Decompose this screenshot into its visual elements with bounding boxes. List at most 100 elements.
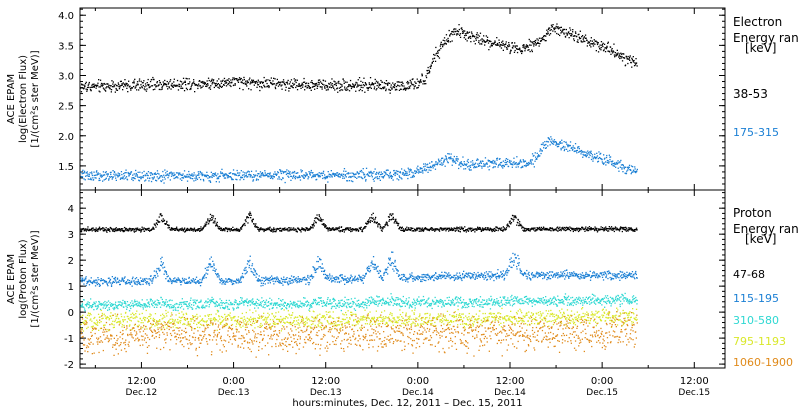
data-point xyxy=(359,227,361,230)
data-point xyxy=(601,228,603,231)
data-point xyxy=(347,172,349,174)
data-point xyxy=(401,85,403,87)
data-point xyxy=(87,178,89,180)
data-point xyxy=(335,276,337,278)
data-point xyxy=(381,277,384,279)
data-point xyxy=(153,78,155,81)
data-point xyxy=(408,169,410,171)
data-point xyxy=(595,157,597,160)
data-point xyxy=(484,165,486,167)
data-point xyxy=(286,81,288,83)
data-point xyxy=(411,272,413,274)
data-point xyxy=(89,280,92,282)
data-point xyxy=(409,168,411,170)
data-point xyxy=(211,216,213,219)
data-point xyxy=(85,230,87,232)
data-point xyxy=(196,178,199,180)
data-point xyxy=(395,170,397,172)
data-point xyxy=(260,172,263,175)
data-point xyxy=(338,173,341,175)
data-point xyxy=(635,62,638,64)
data-point xyxy=(552,30,554,32)
data-point xyxy=(419,171,421,173)
data-point xyxy=(326,175,328,177)
data-point xyxy=(361,171,363,173)
data-point xyxy=(380,227,382,229)
data-point xyxy=(495,229,497,231)
data-point xyxy=(352,172,354,175)
data-point xyxy=(119,283,121,286)
data-point xyxy=(630,169,632,171)
data-point xyxy=(262,82,264,84)
data-point xyxy=(531,227,533,229)
data-point xyxy=(320,267,322,269)
data-point xyxy=(450,229,452,231)
data-point xyxy=(279,280,281,282)
data-point xyxy=(539,228,541,230)
data-point xyxy=(493,162,495,165)
data-point xyxy=(95,87,97,89)
data-point xyxy=(284,281,287,283)
data-point xyxy=(369,172,371,174)
data-point xyxy=(203,82,205,84)
data-point xyxy=(136,228,138,230)
data-point xyxy=(538,155,540,157)
series-47-68 xyxy=(80,211,638,233)
data-point xyxy=(485,41,487,43)
data-point xyxy=(603,49,605,51)
data-point xyxy=(211,78,213,80)
data-point xyxy=(435,46,437,49)
data-point xyxy=(572,228,574,231)
data-point xyxy=(388,216,390,218)
data-point xyxy=(259,175,261,177)
data-point xyxy=(284,227,286,229)
data-point xyxy=(424,228,426,230)
data-point xyxy=(338,278,340,280)
data-point xyxy=(576,149,578,152)
data-point xyxy=(161,214,163,217)
data-point xyxy=(494,40,496,42)
data-point xyxy=(355,229,358,231)
data-point xyxy=(314,175,316,178)
data-point xyxy=(498,42,500,44)
data-point xyxy=(522,229,524,231)
data-point xyxy=(472,162,474,164)
data-point xyxy=(114,279,116,281)
data-point xyxy=(379,269,381,272)
data-point xyxy=(383,174,386,177)
data-point xyxy=(208,263,210,265)
data-point xyxy=(199,171,202,173)
data-point xyxy=(254,224,256,226)
data-point xyxy=(324,80,327,82)
data-point xyxy=(167,177,169,179)
data-point xyxy=(419,167,421,169)
data-point xyxy=(140,283,142,286)
data-point xyxy=(219,279,221,281)
data-point xyxy=(404,229,406,231)
data-point xyxy=(210,176,212,178)
data-point xyxy=(214,83,216,85)
data-point xyxy=(206,223,208,225)
data-point xyxy=(207,84,209,86)
data-point xyxy=(291,85,293,87)
data-point xyxy=(106,83,108,85)
data-point xyxy=(325,84,327,87)
data-point xyxy=(536,42,538,44)
data-point xyxy=(419,230,421,232)
data-point xyxy=(230,79,232,81)
data-point xyxy=(211,266,213,268)
data-point xyxy=(228,78,230,80)
data-point xyxy=(388,257,390,259)
data-point xyxy=(246,85,248,87)
data-point xyxy=(455,28,457,30)
data-point xyxy=(531,42,534,44)
data-point xyxy=(543,228,545,231)
data-point xyxy=(170,227,173,230)
data-point xyxy=(354,176,356,178)
data-point xyxy=(499,45,501,48)
data-point xyxy=(111,276,113,278)
data-point xyxy=(418,169,420,171)
data-point xyxy=(530,159,532,161)
data-point xyxy=(442,39,444,41)
data-point xyxy=(116,278,119,280)
